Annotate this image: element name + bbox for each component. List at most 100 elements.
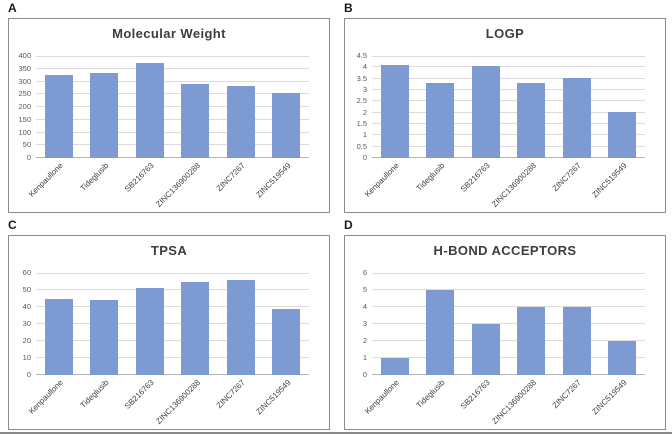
gridline (36, 289, 309, 290)
plot-row: 0 10 20 30 40 50 60 (9, 268, 329, 379)
gridline (372, 289, 645, 290)
category-label: SB216763 (123, 161, 157, 194)
bar-slot (82, 273, 128, 375)
y-tick-label: 20 (22, 336, 31, 346)
plot-area (372, 56, 645, 158)
x-labels: Kenpaullone Tideglusib SB216763 ZINC1369002… (27, 375, 309, 429)
bar-slot (418, 273, 464, 375)
y-tick-label: 150 (18, 114, 31, 124)
y-tick-label: 0 (362, 153, 367, 162)
y-tick-label: 4.5 (356, 51, 367, 60)
category-label: ZINC519549 (590, 161, 629, 200)
y-tick-label: 40 (22, 302, 31, 312)
bar-slot (600, 56, 646, 158)
x-axis-line (372, 157, 645, 158)
bar-ZINC7267 (562, 307, 591, 375)
gridline (372, 56, 645, 57)
category-label: Tideglusib (78, 378, 111, 410)
gridline (36, 80, 309, 82)
bar-slot (554, 56, 600, 158)
category-label: SB216763 (123, 378, 157, 411)
bar-ZINC7267 (226, 279, 255, 375)
bar-ZINC519549 (608, 111, 637, 158)
panel-letter: D (344, 218, 353, 232)
gridline (36, 118, 309, 120)
bar-slot (127, 56, 173, 158)
gridline (372, 323, 645, 324)
bar-ZINC136900288 (517, 83, 546, 158)
bar-SB216763 (135, 63, 164, 158)
bar-Kenpaullone (44, 298, 73, 375)
gridline (372, 306, 645, 308)
chart-title: TPSA (150, 243, 188, 258)
category-label: ZINC136900288 (153, 378, 202, 426)
x-labels: Kenpaullone Tideglusib SB216763 ZINC1369002… (27, 158, 309, 212)
y-tick-label: 10 (22, 353, 31, 363)
y-axis: 0 10 20 30 40 50 60 (9, 268, 36, 379)
category-label: ZINC136900288 (489, 161, 538, 209)
figure-bottom-rule (0, 432, 672, 434)
bars (372, 56, 645, 158)
y-tick-label: 2 (362, 107, 367, 117)
y-tick-label: 3 (362, 319, 367, 328)
x-axis-line (36, 157, 309, 158)
gridline (36, 144, 309, 146)
bar-slot (418, 56, 464, 158)
y-tick-label: 0 (26, 153, 31, 162)
category-label: ZINC7267 (214, 378, 248, 411)
y-tick-label: 30 (22, 319, 31, 328)
bar-slot (554, 273, 600, 375)
gridline (372, 357, 645, 359)
y-tick-label: 1 (362, 130, 367, 140)
chart-box: LOGP 0 0.5 1 1.5 2 2.5 3 3.5 4 4.5 Kenpaullone Tid… (344, 18, 666, 213)
plot-area (36, 56, 309, 158)
bar-slot (372, 273, 418, 375)
x-axis: Kenpaullone Tideglusib SB216763 ZINC1369002… (9, 375, 329, 429)
x-axis-spacer (345, 375, 372, 429)
x-labels: Kenpaullone Tideglusib SB216763 ZINC1369002… (363, 375, 645, 429)
gridline (36, 93, 309, 95)
bar-Tideglusib (90, 72, 119, 158)
category-label: ZINC136900288 (153, 161, 202, 209)
gridline (36, 323, 309, 324)
gridline (36, 67, 309, 69)
y-tick-label: 400 (18, 51, 31, 60)
bar-slot (372, 56, 418, 158)
x-axis: Kenpaullone Tideglusib SB216763 ZINC1369002… (345, 375, 665, 429)
bar-SB216763 (471, 66, 500, 158)
category-label: Tideglusib (414, 161, 447, 193)
bars (36, 273, 309, 375)
gridline (372, 145, 645, 147)
x-axis-spacer (9, 375, 36, 429)
bar-slot (218, 56, 264, 158)
bar-ZINC519549 (272, 308, 301, 375)
bars (372, 273, 645, 375)
bar-slot (82, 56, 128, 158)
gridline (372, 134, 645, 136)
gridline (372, 111, 645, 113)
bar-Kenpaullone (44, 74, 73, 158)
bar-SB216763 (135, 288, 164, 375)
y-tick-label: 250 (18, 89, 31, 99)
x-axis-spacer (9, 158, 36, 212)
bar-Tideglusib (426, 83, 455, 158)
bar-Kenpaullone (380, 65, 409, 158)
y-tick-label: 300 (18, 76, 31, 86)
category-label: Tideglusib (78, 161, 111, 193)
category-label: ZINC519549 (590, 378, 629, 417)
x-axis: Kenpaullone Tideglusib SB216763 ZINC1369002… (9, 158, 329, 212)
panel-a: A Molecular Weight 0 50 100 150 200 250 300 350… (0, 0, 336, 217)
category-label: Tideglusib (414, 378, 447, 410)
plot-area (372, 273, 645, 375)
bar-slot (463, 56, 509, 158)
panel-letter: C (8, 218, 17, 232)
y-tick-label: 100 (18, 127, 31, 137)
chart-title: LOGP (485, 26, 525, 41)
category-label: ZINC136900288 (489, 378, 538, 426)
y-tick-label: 50 (22, 140, 31, 150)
x-axis-spacer (345, 158, 372, 212)
y-tick-label: 4 (362, 62, 367, 72)
bar-Tideglusib (90, 300, 119, 375)
category-label: ZINC519549 (254, 378, 293, 417)
y-tick-label: 6 (362, 268, 367, 277)
